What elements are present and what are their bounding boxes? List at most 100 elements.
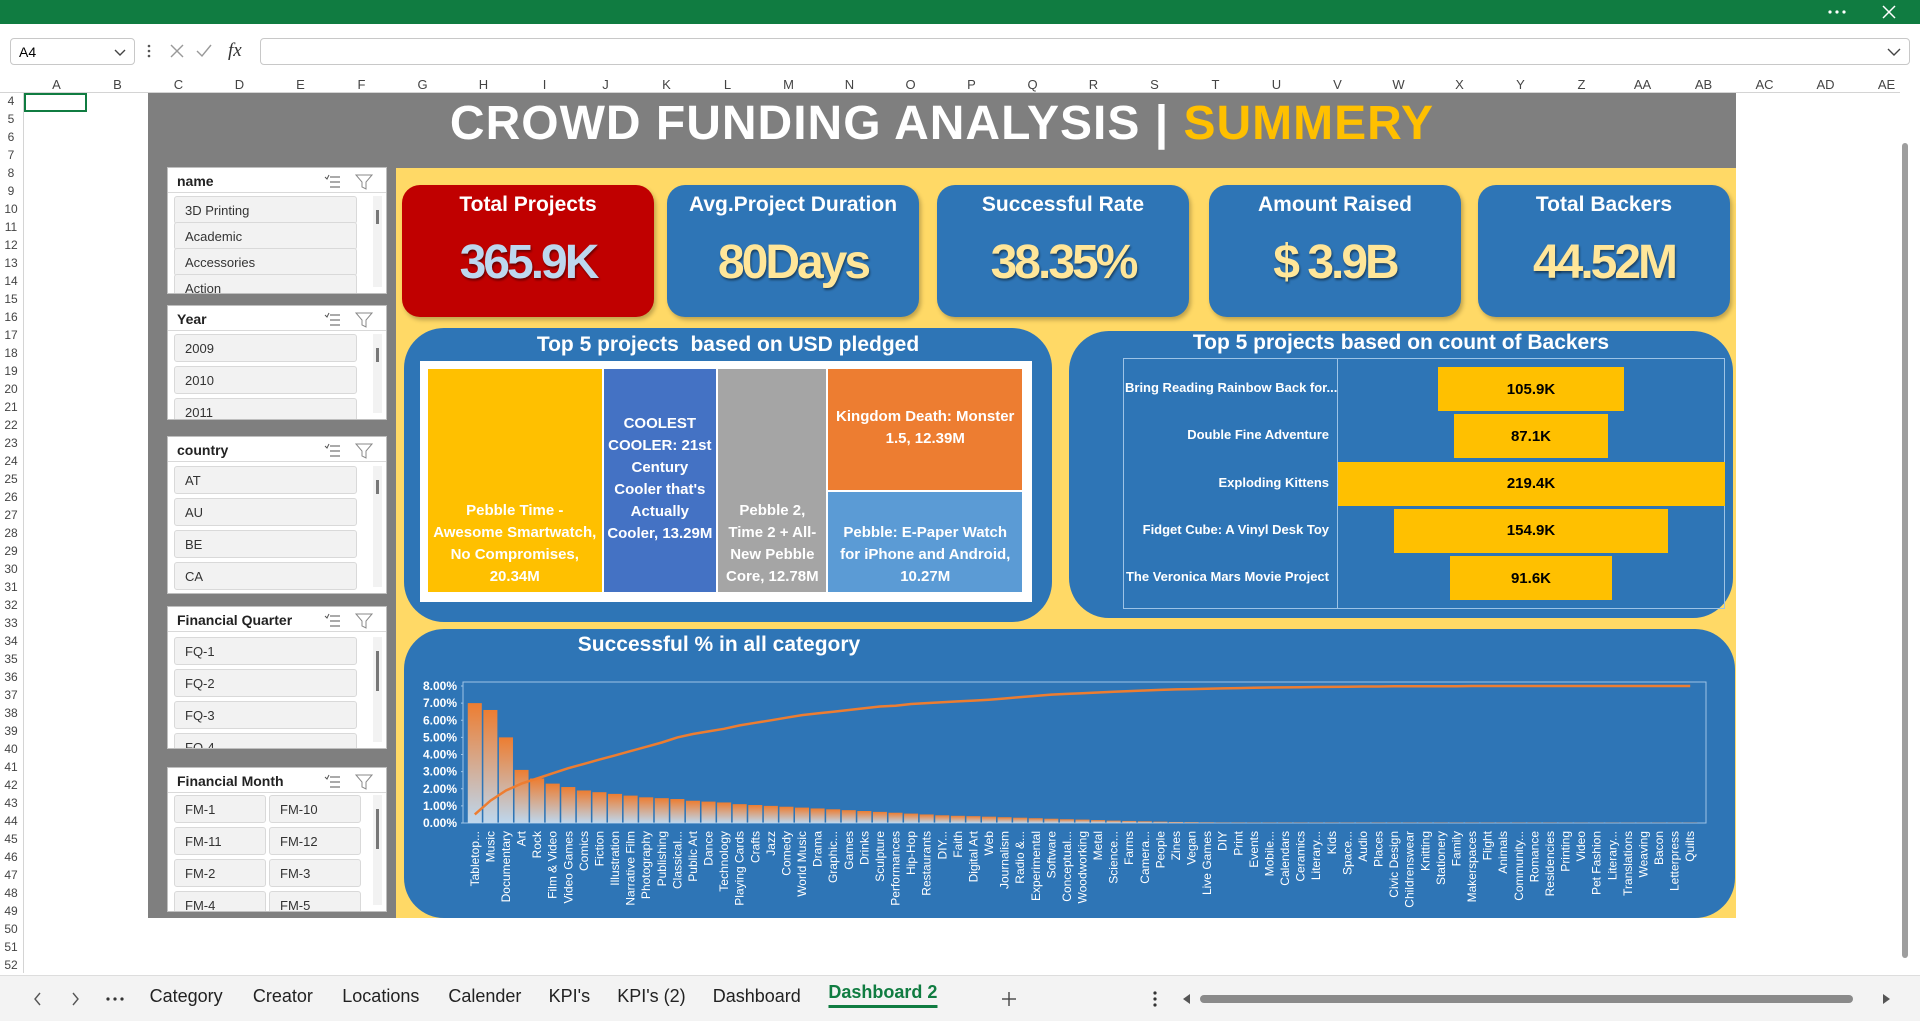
slicer-item[interactable]: CA: [174, 562, 357, 590]
column-header: G: [417, 77, 428, 92]
x-tick-label: Publishing: [655, 831, 669, 886]
column-header: U: [1271, 77, 1282, 92]
x-tick-label: Video Games: [561, 831, 575, 904]
slicer-item[interactable]: BE: [174, 530, 357, 558]
slicer-item[interactable]: FQ-4: [174, 733, 357, 748]
row-header: 41: [4, 760, 18, 775]
bar: [530, 778, 545, 823]
treemap-panel: Top 5 projects based on USD pledged Pebbl…: [404, 328, 1052, 622]
sheet-tab[interactable]: Creator: [252, 986, 313, 1006]
slicer-icons[interactable]: [324, 611, 384, 631]
formula-input[interactable]: [260, 38, 1910, 65]
column-header: W: [1392, 77, 1405, 92]
bar: 87.1K: [1454, 414, 1608, 459]
sheet-tab[interactable]: KPI's: [548, 986, 591, 1006]
horizontal-scrollbar[interactable]: [1140, 976, 1920, 1021]
row-header: 28: [4, 526, 18, 541]
row-header: 8: [7, 166, 15, 181]
bar: [857, 811, 872, 823]
x-tick-label: Comedy: [779, 831, 793, 876]
selected-cell[interactable]: [24, 93, 87, 112]
bar: [685, 800, 700, 823]
slicer-item[interactable]: FM-12: [269, 827, 361, 855]
slicer-item[interactable]: 2010: [174, 366, 357, 394]
data-label: 105.9K: [1506, 380, 1556, 398]
slicer-item[interactable]: FM-1: [174, 795, 266, 823]
slicer-item[interactable]: FQ-2: [174, 669, 357, 697]
slicer-item[interactable]: AT: [174, 466, 357, 494]
bar: [639, 797, 654, 823]
slicer-item[interactable]: FM-3: [269, 859, 361, 887]
x-tick-label: Jazz: [764, 831, 778, 856]
x-tick-label: Radio &...: [1013, 831, 1027, 884]
x-tick-label: Dance: [702, 831, 716, 866]
x-tick-label: Illustration: [608, 831, 622, 886]
slicer-item[interactable]: FM-4: [174, 891, 266, 911]
slicer-item[interactable]: Academic: [174, 222, 357, 250]
slicer-item[interactable]: FQ-3: [174, 701, 357, 729]
x-tick-label: Zines: [1169, 831, 1183, 860]
scroll-thumb[interactable]: [1902, 143, 1908, 958]
row-header: 20: [4, 382, 18, 397]
bar: [654, 798, 669, 823]
slicer: Year 2009 2010 2011: [167, 305, 387, 420]
x-tick-label: Family: [1449, 831, 1463, 866]
column-header: L: [723, 77, 732, 92]
name-box[interactable]: A4: [10, 38, 135, 65]
slicer-scroll-thumb[interactable]: [376, 809, 379, 849]
sheet-tab[interactable]: Dashboard: [712, 986, 801, 1006]
slicer-title: Financial Month: [177, 773, 284, 789]
chart-title: Successful % in all category: [577, 633, 861, 656]
row-header: 32: [4, 598, 18, 613]
sheet-tab[interactable]: Locations: [342, 986, 420, 1006]
sheet-tab[interactable]: Dashboard 2: [828, 982, 938, 1008]
name-box-dropdown: [114, 49, 126, 56]
slicer-item[interactable]: FM-5: [269, 891, 361, 911]
slicer-item[interactable]: FM-2: [174, 859, 266, 887]
y-tick-label: 1.00%: [423, 799, 457, 813]
slicer-icons[interactable]: [324, 441, 384, 461]
x-tick-label: DIY...: [935, 831, 949, 859]
sheet-tab[interactable]: Calender: [448, 986, 522, 1006]
x-tick-label: Audio: [1356, 831, 1370, 862]
x-tick-label: Quilts: [1683, 831, 1697, 862]
column-header: X: [1455, 77, 1464, 92]
slicer-scroll-thumb[interactable]: [376, 348, 379, 362]
slicer-item[interactable]: Action: [174, 274, 357, 293]
treemap-frame: Pebble Time - Awesome Smartwatch, No Com…: [420, 361, 1032, 602]
bar: [732, 804, 747, 823]
row-header: 19: [4, 364, 18, 379]
slicer-icons[interactable]: [324, 772, 384, 792]
sheet-tab[interactable]: KPI's (2): [617, 986, 686, 1006]
row-header: 6: [7, 130, 15, 145]
slicer-icons[interactable]: [324, 310, 384, 330]
add-sheet[interactable]: [994, 976, 1024, 1021]
slicer-icons[interactable]: [324, 172, 384, 192]
row-header: 14: [4, 274, 18, 289]
treemap-tile: Kingdom Death: Monster 1.5, 12.39M: [828, 369, 1022, 491]
slicer-item[interactable]: FM-10: [269, 795, 361, 823]
sheet-tab[interactable]: Category: [149, 986, 223, 1006]
row-header: 35: [4, 652, 18, 667]
row-header: 30: [4, 562, 18, 577]
slicer-item[interactable]: FQ-1: [174, 637, 357, 665]
x-tick-label: Camera...: [1138, 831, 1152, 884]
x-tick-label: Stationery: [1434, 831, 1448, 885]
x-tick-label: Translations: [1621, 831, 1635, 896]
fx-icon[interactable]: fx: [228, 40, 242, 61]
slicer-scroll-thumb[interactable]: [376, 210, 379, 224]
vertical-scrollbar[interactable]: [1901, 93, 1909, 973]
tab-nav[interactable]: [20, 976, 160, 1021]
bar: [997, 817, 1012, 823]
x-tick-label: Journalism: [998, 831, 1012, 889]
slicer-item[interactable]: FM-11: [174, 827, 266, 855]
slicer-scroll-thumb[interactable]: [376, 480, 379, 494]
row-header: 25: [4, 472, 18, 487]
slicer-item[interactable]: 3D Printing: [174, 196, 357, 224]
slicer-scroll-thumb[interactable]: [376, 651, 379, 691]
slicer-item[interactable]: Accessories: [174, 248, 357, 276]
slicer-item[interactable]: AU: [174, 498, 357, 526]
slicer-item[interactable]: 2009: [174, 334, 357, 362]
slicer-item[interactable]: 2011: [174, 398, 357, 419]
bar: [561, 787, 576, 823]
